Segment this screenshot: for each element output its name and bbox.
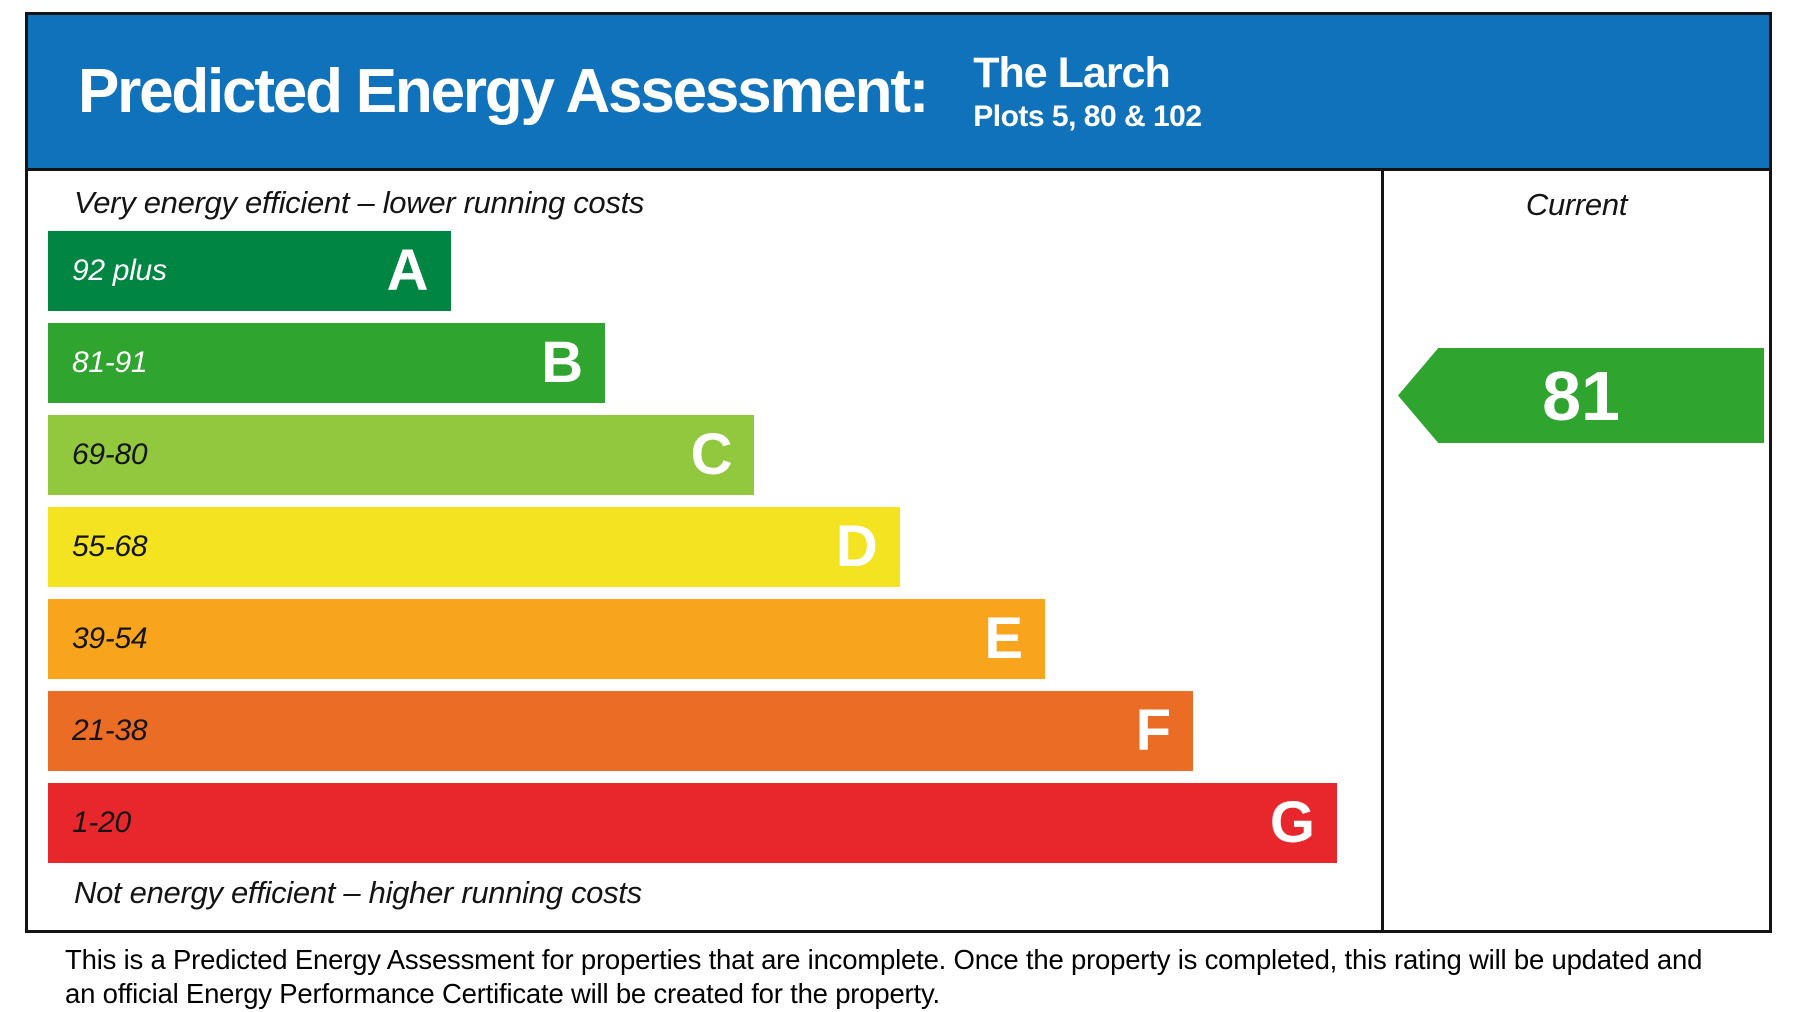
band-range: 55-68 (72, 530, 148, 563)
current-rating-arrow: 81 (1398, 348, 1764, 443)
band-range: 21-38 (72, 714, 148, 747)
plots-label: Plots 5, 80 & 102 (973, 99, 1202, 133)
current-column-header: Current (1525, 187, 1628, 222)
band-row: 39-54 E (48, 599, 1046, 679)
band-letter: F (1135, 698, 1172, 763)
epc-body: Very energy efficient – lower running co… (28, 171, 1769, 930)
band-range: 81-91 (72, 346, 148, 379)
current-column: Current 81 (1384, 171, 1769, 930)
footer-note: This is a Predicted Energy Assessment fo… (65, 944, 1703, 1009)
page-title: Predicted Energy Assessment: (78, 57, 929, 126)
band-letter: B (541, 330, 584, 395)
band-row: 69-80 C (48, 415, 755, 495)
band-row: 92 plus A (48, 231, 451, 311)
current-rating-value: 81 (1542, 356, 1620, 435)
epc-frame: Predicted Energy Assessment: The Larch P… (25, 12, 1772, 933)
band-row: 81-91 B (48, 323, 606, 403)
band-range: 1-20 (72, 806, 131, 839)
band-letter: C (690, 422, 733, 487)
band-letter: A (386, 238, 429, 303)
top-caption: Very energy efficient – lower running co… (74, 185, 645, 220)
band-bars: 92 plus A 81-91 B 69-80 C 55-68 D (48, 231, 1381, 863)
band-letter: D (835, 514, 878, 579)
property-block: The Larch Plots 5, 80 & 102 (973, 48, 1202, 133)
band-range: 92 plus (72, 254, 167, 287)
bottom-caption: Not energy efficient – higher running co… (74, 875, 642, 910)
band-letter: E (984, 606, 1024, 671)
band-row: 21-38 F (48, 691, 1194, 771)
band-range: 69-80 (72, 438, 148, 471)
property-name: The Larch (973, 48, 1171, 97)
band-row: 55-68 D (48, 507, 900, 587)
rating-chart: Very energy efficient – lower running co… (28, 171, 1384, 930)
band-range: 39-54 (72, 622, 148, 655)
epc-header: Predicted Energy Assessment: The Larch P… (28, 15, 1769, 171)
band-letter: G (1269, 790, 1315, 855)
band-row: 1-20 G (48, 783, 1337, 863)
